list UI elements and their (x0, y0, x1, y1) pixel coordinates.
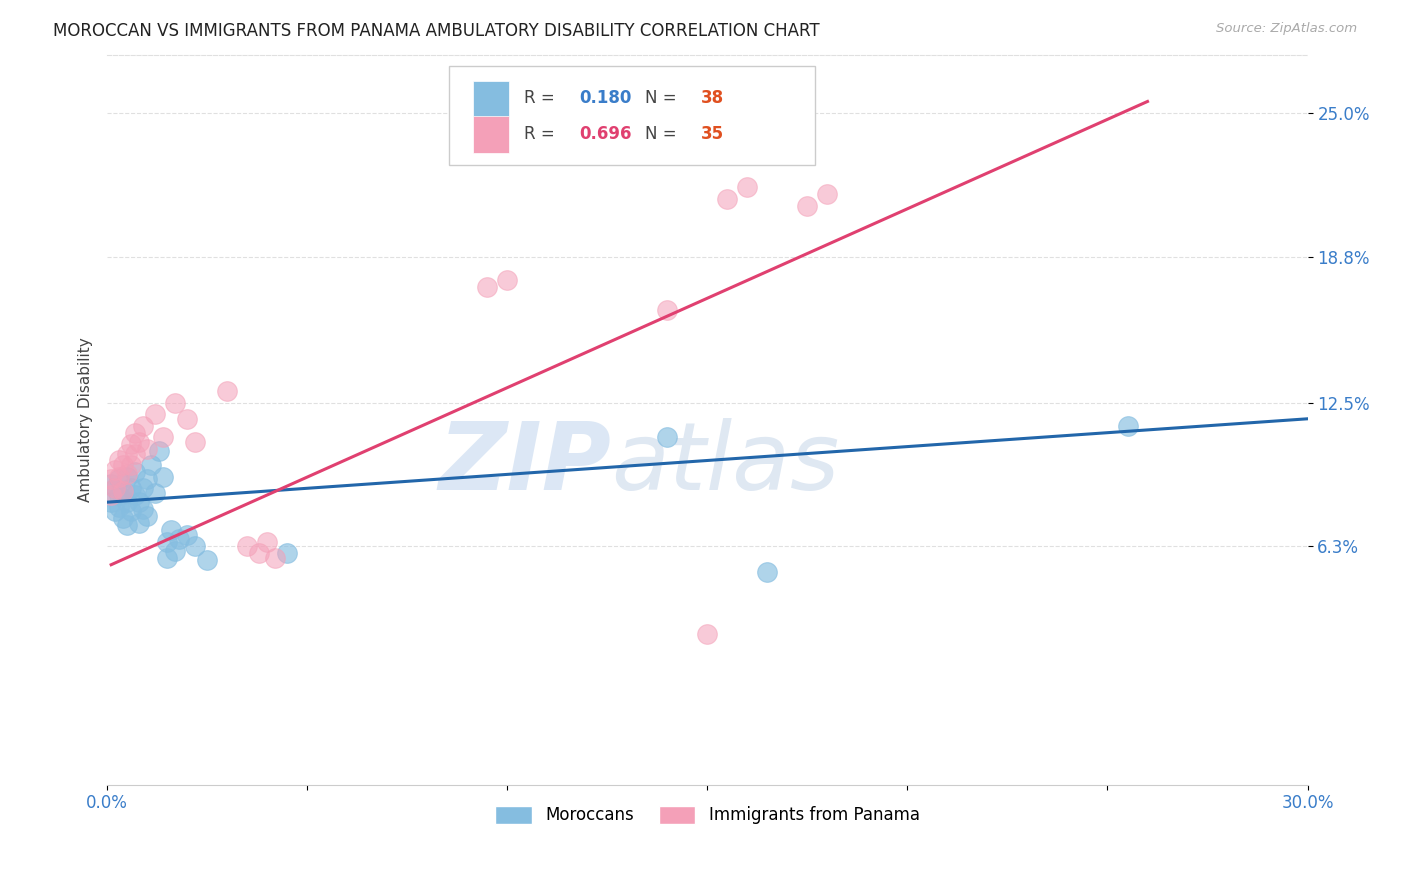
Point (115, 467, 138, 482)
Point (165, 544, 187, 558)
Point (132, 481, 155, 495)
Text: 0.696: 0.696 (579, 125, 631, 143)
Point (477, 279, 499, 293)
Point (256, 534, 278, 549)
Point (136, 472, 159, 486)
Point (108, 472, 131, 486)
Point (148, 444, 170, 458)
Point (108, 453, 131, 467)
Text: N =: N = (645, 125, 682, 143)
Text: 38: 38 (702, 89, 724, 107)
Point (104, 463, 127, 477)
Point (112, 458, 135, 472)
Point (815, 187, 838, 202)
Point (657, 430, 679, 444)
Text: R =: R = (523, 125, 560, 143)
Point (100, 495, 122, 509)
Point (120, 458, 142, 472)
Point (132, 502, 155, 516)
Point (152, 430, 174, 444)
Point (1116, 418, 1139, 433)
Point (104, 504, 127, 518)
Point (156, 550, 179, 565)
Text: ZIP: ZIP (439, 417, 612, 509)
Point (100, 488, 122, 502)
Point (143, 486, 166, 500)
Point (152, 469, 174, 483)
Point (276, 546, 298, 560)
Point (796, 199, 818, 213)
Point (124, 488, 146, 502)
Point (156, 534, 179, 549)
Point (217, 384, 239, 398)
Point (184, 539, 207, 553)
Text: MOROCCAN VS IMMIGRANTS FROM PANAMA AMBULATORY DISABILITY CORRELATION CHART: MOROCCAN VS IMMIGRANTS FROM PANAMA AMBUL… (53, 22, 820, 40)
Point (236, 539, 259, 553)
Point (696, 627, 718, 641)
Point (115, 469, 138, 483)
Point (124, 446, 146, 460)
Point (184, 434, 207, 449)
Point (128, 434, 150, 449)
Point (136, 442, 159, 456)
Point (100, 476, 122, 491)
Point (128, 516, 150, 530)
Point (136, 509, 159, 524)
FancyBboxPatch shape (450, 66, 815, 165)
Point (120, 481, 142, 495)
Point (165, 395, 187, 409)
Text: 35: 35 (702, 125, 724, 143)
Point (264, 550, 287, 565)
Point (108, 469, 131, 483)
Text: 0.180: 0.180 (579, 89, 631, 107)
Point (132, 418, 155, 433)
Point (160, 523, 183, 537)
Point (112, 483, 135, 498)
Y-axis label: Ambulatory Disability: Ambulatory Disability (79, 337, 93, 502)
FancyBboxPatch shape (474, 80, 509, 117)
Point (104, 481, 127, 495)
Point (143, 407, 166, 421)
Point (108, 488, 131, 502)
Point (124, 425, 146, 440)
Point (115, 446, 138, 460)
Point (100, 472, 122, 486)
Point (167, 533, 190, 547)
Legend: Moroccans, Immigrants from Panama: Moroccans, Immigrants from Panama (488, 799, 927, 831)
Point (128, 495, 150, 509)
Point (247, 546, 270, 560)
Point (120, 504, 142, 518)
Text: N =: N = (645, 89, 682, 107)
Point (716, 192, 738, 206)
Point (120, 437, 142, 451)
Point (115, 495, 138, 509)
Point (112, 511, 135, 525)
Point (108, 500, 131, 514)
FancyBboxPatch shape (474, 117, 509, 153)
Point (496, 273, 519, 287)
Point (112, 483, 135, 498)
Point (195, 553, 218, 567)
Point (141, 458, 163, 472)
Text: atlas: atlas (612, 418, 839, 509)
Point (104, 481, 127, 495)
Point (176, 411, 198, 425)
Point (756, 565, 779, 579)
Point (115, 518, 138, 533)
Text: Source: ZipAtlas.com: Source: ZipAtlas.com (1216, 22, 1357, 36)
Text: R =: R = (523, 89, 560, 107)
Point (657, 302, 679, 317)
Point (737, 180, 759, 194)
Point (124, 465, 146, 479)
Point (176, 527, 198, 541)
